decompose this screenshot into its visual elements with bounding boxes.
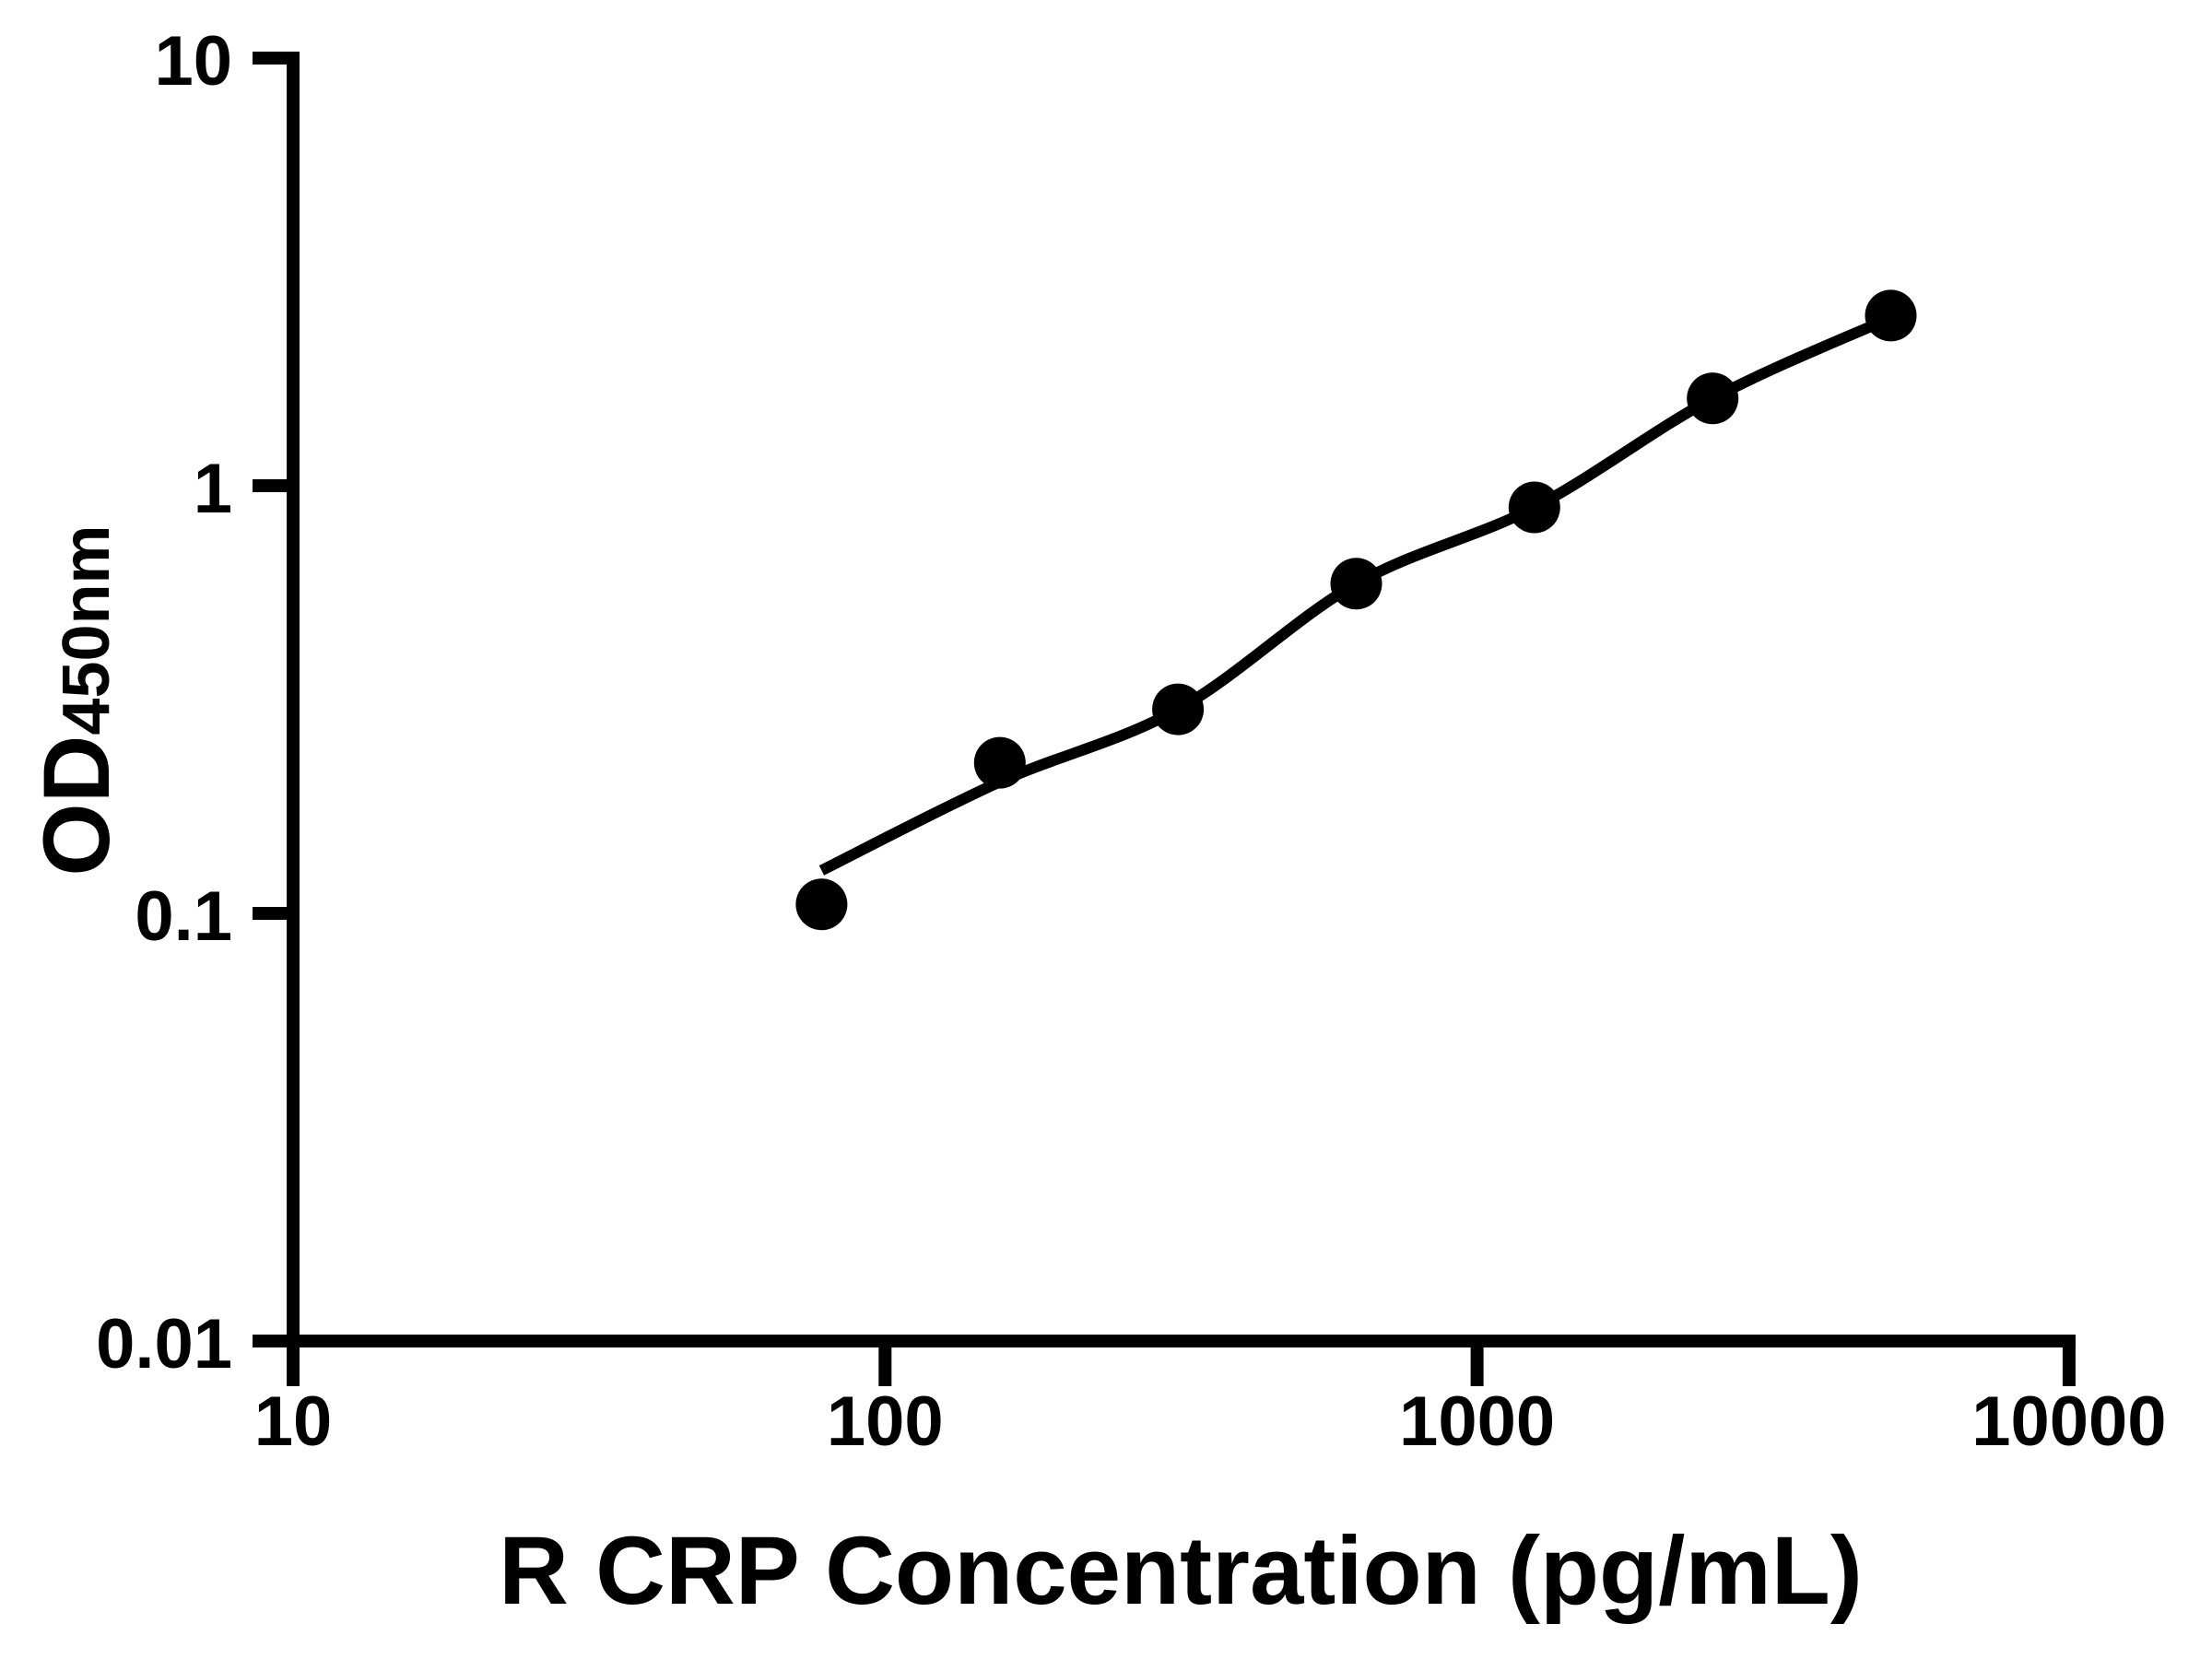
y-axis-title-main: OD <box>24 735 129 877</box>
axes <box>253 52 2076 1386</box>
data-point <box>973 736 1026 789</box>
x-tick-label: 10000 <box>1971 1382 2166 1461</box>
x-tick-label: 100 <box>827 1382 944 1461</box>
y-tick-labels: 10 1 0.1 0.01 <box>96 22 232 1383</box>
y-tick-label: 1 <box>194 450 232 528</box>
x-tick-label: 10 <box>254 1382 333 1461</box>
y-tick-label: 0.1 <box>135 877 232 956</box>
data-point <box>1330 558 1382 610</box>
data-point <box>1152 683 1205 735</box>
x-axis-title: R CRP Concentration (pg/mL) <box>499 1517 1863 1625</box>
data-point <box>1687 372 1739 425</box>
y-axis-title-subscript: 450nm <box>50 524 124 735</box>
x-tick-label: 1000 <box>1399 1382 1555 1461</box>
data-points <box>795 289 1917 931</box>
y-tick-label: 0.01 <box>96 1305 232 1383</box>
data-point <box>1865 289 1917 342</box>
x-tick-labels: 10 100 1000 10000 <box>254 1382 2167 1461</box>
y-tick-label: 10 <box>154 22 232 100</box>
data-point <box>1508 481 1560 534</box>
y-axis-title: OD450nm <box>24 524 129 876</box>
data-point <box>795 878 848 931</box>
